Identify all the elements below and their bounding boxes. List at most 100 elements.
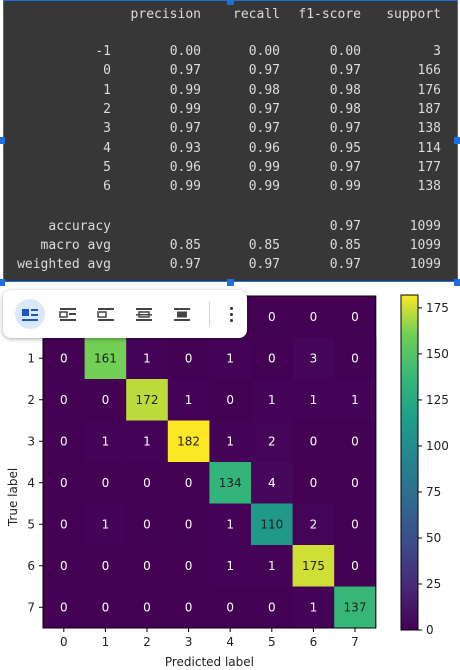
matrix-cell-value: 0 <box>60 517 68 531</box>
layout-front-text-button[interactable] <box>167 299 197 329</box>
report-row-label: 5 <box>103 159 111 175</box>
more-options-icon[interactable] <box>223 302 239 326</box>
layout-wrap-text-button[interactable] <box>53 299 83 329</box>
report-value-cell: 3 <box>433 44 441 59</box>
confusion-matrix-plot[interactable]: 0 0 00 161 1 0 1 0 3 00 0 172 1 0 1 1 10 1 1 182 1 2 0 00 0 0 0 134… <box>0 290 460 670</box>
x-tick-label: 2 <box>143 635 151 649</box>
matrix-cell <box>43 379 86 421</box>
matrix-cell-value: 1 <box>143 351 151 365</box>
report-summary-value: 0.85 <box>248 238 280 253</box>
report-value-cell: 0.97 <box>248 121 280 137</box>
report-value-cell: 114 <box>417 140 441 156</box>
matrix-cell-value: 1 <box>102 434 110 448</box>
matrix-cell-value: 0 <box>310 476 318 490</box>
matrix-cell <box>334 545 377 587</box>
y-tick-label: 3 <box>27 434 35 448</box>
matrix-cell <box>43 337 86 380</box>
layout-behind-text-button[interactable] <box>129 299 159 329</box>
resize-handle-left[interactable] <box>0 137 5 144</box>
colorbar-tick-label: 125 <box>426 393 449 407</box>
report-value-cell: 0.99 <box>169 82 201 98</box>
report-row-label: 1 <box>103 82 111 98</box>
x-axis-label: Predicted label <box>165 655 254 669</box>
report-value-cell: 0.97 <box>248 101 280 117</box>
report-value-cell: 0.99 <box>169 101 201 117</box>
matrix-cell <box>251 337 294 380</box>
colorbar-tick-label: 25 <box>426 577 441 591</box>
report-value-cell: 0.00 <box>169 44 201 59</box>
matrix-cell <box>84 420 127 463</box>
matrix-cell-value: 1 <box>226 351 234 365</box>
report-value-cell: 0.96 <box>248 140 280 156</box>
toolbar-separator <box>209 302 210 326</box>
report-summary-value: 0.97 <box>248 257 280 272</box>
resize-handle-right[interactable] <box>454 137 460 144</box>
report-row-label: 3 <box>103 121 111 137</box>
matrix-cell-value: 0 <box>185 517 193 531</box>
resize-handle-top[interactable] <box>227 0 234 5</box>
layout-break-text-button[interactable] <box>91 299 121 329</box>
align-center-icon <box>136 308 152 321</box>
colorbar-tick-label: 75 <box>426 485 441 499</box>
matrix-cell <box>334 420 377 463</box>
matrix-cell <box>126 420 169 463</box>
report-summary-label: weighted avg <box>17 257 111 272</box>
report-summary-value: 0.85 <box>329 238 361 253</box>
matrix-cell <box>84 337 127 380</box>
x-tick-label: 7 <box>351 635 359 649</box>
matrix-cell-value: 1 <box>226 434 234 448</box>
colorbar <box>400 294 419 631</box>
report-row-label: 2 <box>103 101 111 117</box>
matrix-cell-value: 0 <box>60 351 68 365</box>
report-value-cell: 0.93 <box>169 140 201 156</box>
layout-inline-button[interactable] <box>15 299 45 329</box>
y-axis-label: True label <box>6 468 20 527</box>
matrix-cell-value: 0 <box>60 393 68 407</box>
report-value-cell: 0.99 <box>169 179 201 195</box>
report-value-cell: 166 <box>417 63 441 79</box>
matrix-cell-value: 3 <box>310 351 318 365</box>
matrix-cell-value: 0 <box>143 517 151 531</box>
matrix-cell <box>251 503 294 546</box>
matrix-cell-value: 0 <box>102 559 110 573</box>
matrix-cell <box>84 379 127 421</box>
matrix-cell <box>334 462 377 504</box>
y-tick-label: 2 <box>27 393 35 407</box>
report-summary-value: 0.85 <box>169 238 201 253</box>
matrix-cell-value: 0 <box>351 476 359 490</box>
resize-handle-bottom-right[interactable] <box>454 279 460 286</box>
matrix-cell-value: 2 <box>268 434 276 448</box>
matrix-cell <box>84 462 127 504</box>
wrap-text-icon <box>59 308 76 321</box>
matrix-cell-value: 134 <box>219 476 242 490</box>
matrix-cell <box>251 586 294 629</box>
report-value-cell: 177 <box>417 159 441 175</box>
report-header-cell: f1-score <box>298 7 361 22</box>
report-value-cell: 0.95 <box>329 140 361 156</box>
matrix-cell-value: 175 <box>302 559 325 573</box>
resize-handle-bottom[interactable] <box>227 279 234 286</box>
matrix-cell <box>292 586 335 629</box>
colorbar-tick-label: 50 <box>426 531 441 545</box>
report-value-cell: 0.98 <box>329 101 361 117</box>
matrix-cell <box>84 586 127 629</box>
matrix-cell <box>167 337 210 380</box>
matrix-cell-value: 0 <box>268 600 276 614</box>
matrix-cell-value: 0 <box>185 476 193 490</box>
report-summary-value: 1099 <box>409 219 441 234</box>
matrix-cell-value: 0 <box>185 351 193 365</box>
classification-report-output[interactable]: precision recall f1-score support -1 0.00 0.00… <box>3 0 458 282</box>
matrix-cell-value: 0 <box>185 600 193 614</box>
x-tick-label: 4 <box>226 635 234 649</box>
y-tick-label: 6 <box>27 559 35 573</box>
matrix-cell-value: 0 <box>351 310 359 324</box>
resize-handle-bottom-left[interactable] <box>0 279 5 286</box>
y-tick-label: 5 <box>27 517 35 531</box>
report-summary-value: 1099 <box>409 238 441 253</box>
matrix-cell-value: 0 <box>268 310 276 324</box>
matrix-cell <box>126 586 169 629</box>
matrix-cell <box>84 545 127 587</box>
matrix-cell-value: 1 <box>268 559 276 573</box>
matrix-cell-value: 0 <box>60 600 68 614</box>
matrix-cell-value: 161 <box>94 351 117 365</box>
